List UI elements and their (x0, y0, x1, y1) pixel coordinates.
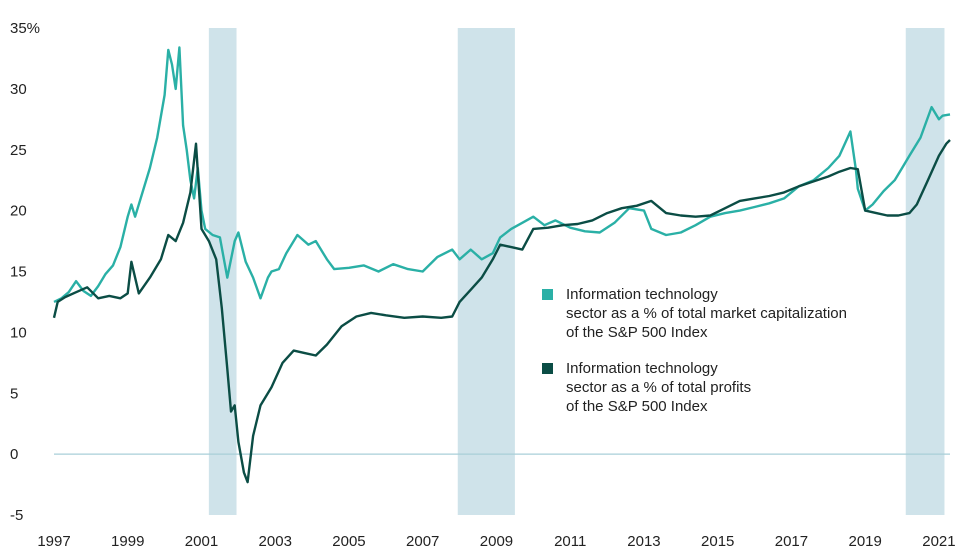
legend-swatch-profits (542, 363, 553, 374)
legend-label-profits-line-3: of the S&P 500 Index (566, 398, 708, 415)
x-tick-label: 2021 (922, 533, 955, 550)
x-tick-label: 2013 (627, 533, 660, 550)
x-axis: 1997 1999 2001 2003 2005 2007 2009 2011 2013 2015… (37, 533, 955, 550)
legend-item-profits: Information technology sector as a % of … (542, 360, 751, 415)
legend-label-market-cap-line-3: of the S&P 500 Index (566, 324, 708, 341)
x-tick-label: 2015 (701, 533, 734, 550)
shaded-period-1 (208, 28, 237, 515)
legend-item-market-cap: Information technology sector as a % of … (542, 286, 847, 341)
y-tick-label: -5 (10, 507, 23, 524)
series-line-profits (52, 139, 951, 484)
y-tick-label: 5 (10, 385, 18, 402)
y-tick-label: 15 (10, 264, 27, 281)
y-tick-label: 30 (10, 81, 27, 98)
y-tick-label: 0 (10, 446, 18, 463)
x-tick-label: 2003 (259, 533, 292, 550)
legend-label-market-cap-line-1: Information technology (566, 286, 718, 303)
y-tick-label: 20 (10, 203, 27, 220)
x-tick-label: 2005 (332, 533, 365, 550)
x-tick-label: 2007 (406, 533, 439, 550)
x-tick-label: 1997 (37, 533, 70, 550)
legend: Information technology sector as a % of … (542, 286, 847, 415)
x-tick-label: 2017 (775, 533, 808, 550)
legend-label-profits-line-2: sector as a % of total profits (566, 379, 751, 396)
shaded-period-3 (905, 28, 945, 515)
series-lines (52, 46, 951, 484)
recession-shading (208, 28, 945, 515)
y-axis: 35% 30 25 20 15 10 5 0 -5 (10, 20, 40, 524)
y-tick-label: 25 (10, 142, 27, 159)
x-tick-label: 2009 (480, 533, 513, 550)
legend-swatch-market-cap (542, 289, 553, 300)
x-tick-label: 2001 (185, 533, 218, 550)
x-tick-label: 2019 (849, 533, 882, 550)
legend-label-market-cap-line-2: sector as a % of total market capitaliza… (566, 305, 847, 322)
y-tick-label: 10 (10, 324, 27, 341)
x-tick-label: 2011 (554, 533, 586, 550)
y-tick-label: 35% (10, 20, 40, 37)
legend-label-profits-line-1: Information technology (566, 360, 718, 377)
x-tick-label: 1999 (111, 533, 144, 550)
